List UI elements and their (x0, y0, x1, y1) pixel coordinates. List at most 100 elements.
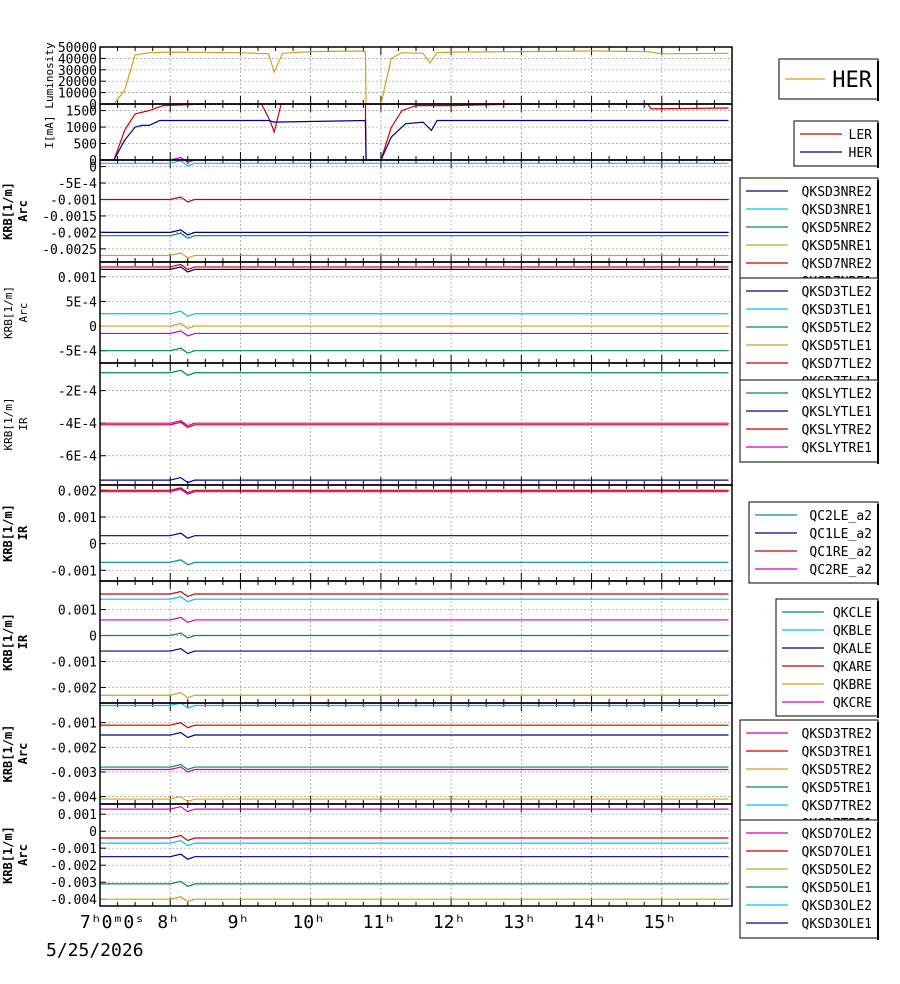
y-tick-label: 0 (89, 154, 97, 169)
legend-label: HER (832, 68, 872, 93)
series-line-QKSD5NRE2 (100, 232, 729, 239)
y-axis-label: Luminosity (43, 42, 56, 109)
y-tick-label: -0.001 (50, 564, 97, 579)
series-line-QKSD3NRE1 (100, 160, 729, 167)
y-tick-label: 0 (89, 98, 97, 113)
y-axis-label: KRB[1/m] (1, 725, 15, 783)
series-line-QKSD3TRE1 (100, 722, 729, 729)
panel-frame (99, 484, 733, 582)
legend-label: QKSD3TRE2 (802, 727, 872, 742)
y-axis-label: KRB[1/m] (1, 613, 15, 671)
legend-label: QKSD7OLE1 (802, 845, 872, 860)
panel-3: 0-5E-4-0.001-0.0015-0.002-0.0025KRB[1/m]… (1, 156, 733, 263)
series-line-QKSD7TLE2 (100, 263, 729, 271)
y-tick-label: 500 (74, 138, 97, 153)
series-line-QKSD7OLE1 (100, 834, 729, 842)
legend-label: QKSD3TLE2 (802, 285, 872, 300)
series-line-LER (100, 103, 729, 161)
y-tick-label: -6E-4 (58, 450, 97, 465)
series-line-QKSD3TRE2 (100, 766, 729, 773)
legend-label: QKSD7TLE2 (802, 357, 872, 372)
y-axis-sublabel: IR (17, 417, 30, 431)
legend-box (739, 177, 879, 293)
y-tick-label: 5E-4 (66, 295, 97, 310)
y-tick-label: 0 (89, 825, 97, 840)
legend-label: QKSD5TLE2 (802, 321, 872, 336)
panel-4: 0.001 5E-4 0 -5E-4 KRB[1/m] Arc (2, 261, 733, 364)
y-tick-label: 0 (89, 161, 97, 176)
y-tick-label: 20000 (58, 75, 97, 90)
y-tick-label: -0.002 (50, 859, 97, 874)
time-axis: 7ʰ0ᵐ0ˢ 5/25/2026 8ʰ 9ʰ 10ʰ 11ʰ 12ʰ 13ʰ 14ʰ 15ʰ (46, 912, 676, 961)
panel-frame (99, 103, 733, 161)
legend-label: QKALE (833, 642, 872, 657)
legend-box (739, 379, 879, 463)
y-tick-label: -4E-4 (58, 417, 97, 432)
panel-frame (99, 803, 733, 907)
series-line-QKSD5NRE1 (100, 252, 729, 259)
y-tick-label: -0.001 (50, 655, 97, 670)
y-axis-sublabel: Arc (16, 743, 30, 765)
series-line-QKBLE (100, 596, 729, 603)
legend-box (775, 598, 879, 717)
legend-2: LER HER (793, 120, 879, 168)
y-axis-sublabel: Arc (17, 303, 30, 323)
x-tick-label: 14ʰ (573, 912, 606, 933)
y-tick-label: 50000 (58, 41, 97, 56)
y-tick-label: 30000 (58, 64, 97, 79)
series-line-QKSLYTLE1 (100, 476, 729, 484)
series-line-QKALE (100, 647, 729, 655)
series-line-QKSD5OLE1 (100, 880, 729, 888)
legend-label: QC1RE_a2 (809, 545, 872, 560)
y-tick-label: -0.002 (50, 226, 97, 241)
legend-label: QKSD3OLE2 (802, 899, 872, 914)
y-axis-label: I[mA] (43, 115, 56, 148)
legend-1: HER (778, 58, 879, 101)
series-line-QKSD7TLE1 (100, 330, 729, 337)
legend-label: QKSD5NRE2 (802, 221, 872, 236)
chart-legends: HERLERHERQKSD3NRE2QKSD3NRE1QKSD5NRE2QKSD… (739, 58, 879, 940)
legend-label: QKSD7NRE2 (802, 257, 872, 272)
series-line-QKCLE (100, 632, 729, 639)
legend-label: QKSD3TLE1 (802, 303, 872, 318)
y-tick-label: 0 (89, 320, 97, 335)
legend-label: QKSD5TRE1 (802, 781, 872, 796)
series-line-QKSD7NRE2 (100, 196, 729, 203)
panel-8: -0.001 -0.002 -0.003 -0.004 KRB[1/m] Arc (1, 702, 733, 806)
series-line-QC1LE_a2 (100, 532, 729, 539)
legend-label: QKSD5NRE1 (802, 239, 872, 254)
legend-label: QKCRE (833, 696, 872, 711)
series-line-QKSD5TRE2 (100, 795, 729, 803)
series-line-QC2RE_a2 (100, 488, 729, 495)
series-line-QKSD5TRE1 (100, 763, 729, 771)
series-line-QKSD7TRE1 (100, 731, 729, 739)
series-line-QKSD3OLE1 (100, 853, 729, 860)
x-tick-label: 12ʰ (433, 912, 466, 933)
y-tick-label: -0.002 (50, 681, 97, 696)
series-line-QKSD5TLE1 (100, 322, 729, 330)
y-axis-label: KRB[1/m] (1, 504, 15, 562)
y-tick-label: -5E-4 (58, 177, 97, 192)
y-tick-label: 0 (89, 538, 97, 553)
legend-3: QKSD3NRE2 QKSD3NRE1 QKSD5NRE2 QKSD5NRE1 QKSD… (739, 177, 879, 294)
legend-9: QKSD7OLE2 QKSD7OLE1 QKSD5OLE2 QKSD5OLE1 QKSD… (739, 819, 879, 940)
y-tick-label: 40000 (58, 52, 97, 67)
series-line-QKSD7TRE2 (100, 702, 729, 709)
y-tick-label: 0.001 (58, 511, 97, 526)
y-tick-label: -0.003 (50, 876, 97, 891)
panel-7: 0.001 0 -0.001 -0.002 KRB[1/m] IR (1, 580, 733, 704)
y-axis-label: KRB[1/m] (1, 182, 15, 240)
legend-4: QKSD3TLE2 QKSD3TLE1 QKSD5TLE2 QKSD5TLE1 QKSD… (739, 277, 879, 398)
panel-9: 0.001 0 -0.001 -0.002 -0.003 -0.004 KRB[1/m] Ar… (1, 803, 733, 908)
series-line-QKSD7OLE2 (100, 805, 729, 813)
series-line-QKSD3TLE1 (100, 310, 729, 317)
y-axis-label: KRB[1/m] (2, 286, 15, 339)
series-line-HER (100, 50, 729, 105)
legend-label: QKSD5TRE2 (802, 763, 872, 778)
series-line-QKSLYTLE2 (100, 369, 729, 376)
y-axis-label: KRB[1/m] (1, 826, 15, 884)
legend-label: QKARE (833, 660, 872, 675)
x-tick-label: 8ʰ (157, 912, 179, 933)
panel-6: 0.002 0.001 0 -0.001 KRB[1/m] IR (1, 484, 733, 582)
